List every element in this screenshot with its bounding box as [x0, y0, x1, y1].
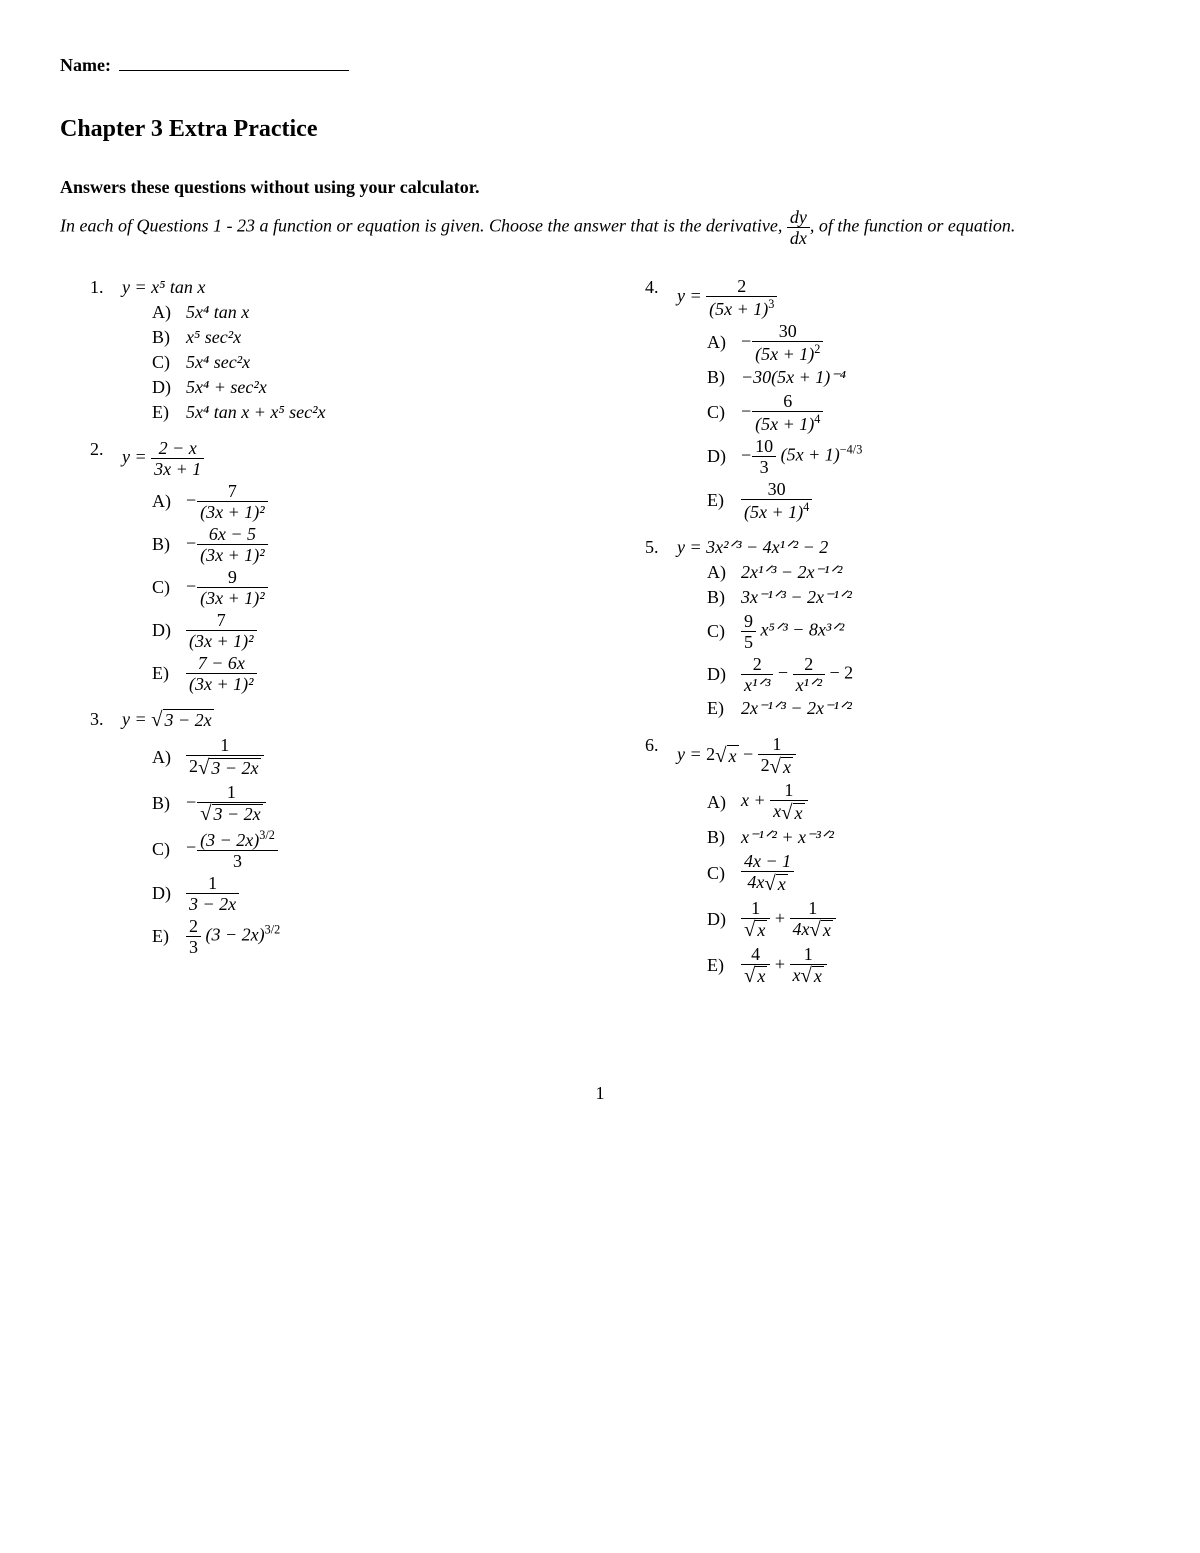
dy-dx-fraction: dy dx — [787, 208, 810, 247]
q5-body: y = 3x²ᐟ³ − 4x¹ᐟ² − 2 A)2x¹ᐟ³ − 2x⁻¹ᐟ² B… — [677, 537, 853, 723]
q6-number: 6. — [645, 735, 673, 756]
q6-stem: y = 2√x − 12√x — [677, 735, 836, 777]
question-3: 3. y = √3 − 2x A)12√3 − 2x B)−1√3 − 2x C… — [90, 709, 585, 960]
left-column: 1. y = x⁵ tan x A)5x⁴ tan x B)x⁵ sec²x C… — [90, 277, 585, 1003]
name-blank-line[interactable] — [119, 70, 349, 71]
q6-choice-B: B)x⁻¹ᐟ² + x⁻³ᐟ² — [677, 827, 836, 848]
q5-choice-E: E)2x⁻¹ᐟ³ − 2x⁻¹ᐟ² — [677, 698, 853, 719]
q5-choice-B: B)3x⁻¹ᐟ³ − 2x⁻¹ᐟ² — [677, 587, 853, 608]
q3-choice-C: C)−(3 − 2x)3/23 — [122, 829, 280, 870]
dx: dx — [787, 228, 810, 247]
right-column: 4. y = 2 (5x + 1)3 A)−30(5x + 1)2 B)−30(… — [645, 277, 1140, 1003]
instruction-text-2: , of the function or equation. — [810, 216, 1015, 236]
q3-body: y = √3 − 2x A)12√3 − 2x B)−1√3 − 2x C)−(… — [122, 709, 280, 960]
q2-number: 2. — [90, 439, 118, 460]
q2-body: y = 2 − x 3x + 1 A)−7(3x + 1)² B)−6x − 5… — [122, 439, 268, 697]
worksheet-page: Name: Chapter 3 Extra Practice Answers t… — [0, 0, 1200, 1144]
q4-choice-D: D)−103 (5x + 1)−4/3 — [677, 437, 862, 476]
q4-choice-A: A)−30(5x + 1)2 — [677, 322, 862, 363]
instruction-text-1: In each of Questions 1 - 23 a function o… — [60, 216, 787, 236]
page-number: 1 — [60, 1083, 1140, 1104]
q4-number: 4. — [645, 277, 673, 298]
q6-choice-A: A)x + 1x√x — [677, 781, 836, 823]
q1-stem: y = x⁵ tan x — [122, 277, 326, 298]
question-6: 6. y = 2√x − 12√x A)x + 1x√x B)x⁻¹ᐟ² + x… — [645, 735, 1140, 991]
q3-number: 3. — [90, 709, 118, 730]
q5-stem: y = 3x²ᐟ³ − 4x¹ᐟ² − 2 — [677, 537, 853, 558]
page-title: Chapter 3 Extra Practice — [60, 116, 1140, 143]
q6-body: y = 2√x − 12√x A)x + 1x√x B)x⁻¹ᐟ² + x⁻³ᐟ… — [677, 735, 836, 991]
q3-choice-B: B)−1√3 − 2x — [122, 783, 280, 825]
q2-choice-C: C)−9(3x + 1)² — [122, 568, 268, 607]
q2-choice-A: A)−7(3x + 1)² — [122, 482, 268, 521]
q5-choice-D: D)2x¹ᐟ³ − 2x¹ᐟ² − 2 — [677, 655, 853, 694]
q2-choice-D: D)7(3x + 1)² — [122, 611, 268, 650]
q1-choice-C: C)5x⁴ sec²x — [122, 352, 326, 373]
q5-number: 5. — [645, 537, 673, 558]
q3-stem: y = √3 − 2x — [122, 709, 280, 732]
q4-stem: y = 2 (5x + 1)3 — [677, 277, 862, 318]
q5-choice-C: C)95 x⁵ᐟ³ − 8x³ᐟ² — [677, 612, 853, 651]
q4-choice-E: E)30(5x + 1)4 — [677, 480, 862, 521]
q6-choice-C: C)4x − 14x√x — [677, 852, 836, 894]
q3-choice-A: A)12√3 − 2x — [122, 736, 280, 778]
q5-choice-A: A)2x¹ᐟ³ − 2x⁻¹ᐟ² — [677, 562, 853, 583]
q3-choice-E: E)23 (3 − 2x)3/2 — [122, 917, 280, 956]
q1-number: 1. — [90, 277, 118, 298]
question-2: 2. y = 2 − x 3x + 1 A)−7(3x + 1)² B)−6x … — [90, 439, 585, 697]
q1-choice-E: E)5x⁴ tan x + x⁵ sec²x — [122, 402, 326, 423]
q6-choice-E: E)4√x + 1x√x — [677, 945, 836, 987]
q2-choice-E: E)7 − 6x(3x + 1)² — [122, 654, 268, 693]
q4-choice-C: C)−6(5x + 1)4 — [677, 392, 862, 433]
q3-choice-D: D)13 − 2x — [122, 874, 280, 913]
question-5: 5. y = 3x²ᐟ³ − 4x¹ᐟ² − 2 A)2x¹ᐟ³ − 2x⁻¹ᐟ… — [645, 537, 1140, 723]
q4-choice-B: B)−30(5x + 1)⁻⁴ — [677, 367, 862, 388]
instruction-bold: Answers these questions without using yo… — [60, 177, 1140, 198]
q6-choice-D: D)1√x + 14x√x — [677, 899, 836, 941]
q1-choice-D: D)5x⁴ + sec²x — [122, 377, 326, 398]
dy: dy — [787, 208, 810, 228]
q2-stem: y = 2 − x 3x + 1 — [122, 439, 268, 478]
name-label: Name: — [60, 55, 111, 75]
q1-body: y = x⁵ tan x A)5x⁴ tan x B)x⁵ sec²x C)5x… — [122, 277, 326, 427]
instruction-italic: In each of Questions 1 - 23 a function o… — [60, 208, 1140, 247]
q4-body: y = 2 (5x + 1)3 A)−30(5x + 1)2 B)−30(5x … — [677, 277, 862, 525]
q1-choice-A: A)5x⁴ tan x — [122, 302, 326, 323]
question-1: 1. y = x⁵ tan x A)5x⁴ tan x B)x⁵ sec²x C… — [90, 277, 585, 427]
q1-choice-B: B)x⁵ sec²x — [122, 327, 326, 348]
name-field-row: Name: — [60, 55, 1140, 76]
question-columns: 1. y = x⁵ tan x A)5x⁴ tan x B)x⁵ sec²x C… — [60, 277, 1140, 1003]
question-4: 4. y = 2 (5x + 1)3 A)−30(5x + 1)2 B)−30(… — [645, 277, 1140, 525]
q2-choice-B: B)−6x − 5(3x + 1)² — [122, 525, 268, 564]
